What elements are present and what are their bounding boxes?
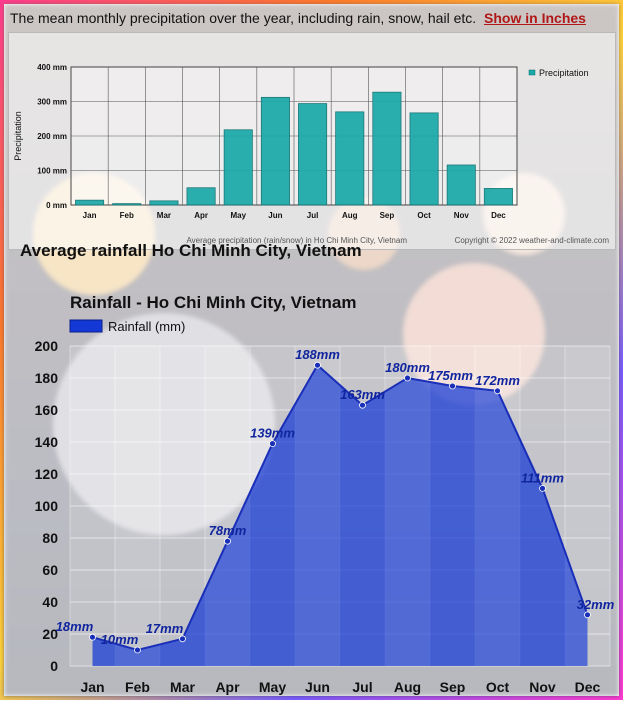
x-tick-label: Jan (83, 211, 97, 220)
legend-swatch (528, 69, 536, 76)
x-tick-label: Apr (215, 679, 240, 695)
x-tick-label: Mar (157, 211, 171, 220)
y-tick-label: 160 (35, 402, 59, 418)
bar (75, 199, 105, 206)
bar (186, 187, 216, 206)
intro-text: The mean monthly precipitation over the … (10, 10, 477, 26)
y-tick-label: 180 (35, 370, 59, 386)
data-point (539, 484, 546, 492)
bar (446, 164, 476, 206)
y-axis-label: Precipitation (13, 111, 23, 161)
data-label: 163mm (340, 387, 385, 402)
data-label: 111mm (521, 470, 564, 485)
bar (335, 111, 365, 206)
data-point (359, 401, 366, 409)
x-tick-label: Dec (491, 211, 506, 220)
y-tick-label: 40 (42, 594, 58, 610)
x-tick-label: Jul (307, 211, 319, 220)
x-tick-label: Sep (380, 211, 395, 220)
rainfall-line (92, 363, 589, 652)
x-tick-label: Aug (394, 679, 421, 695)
bar (112, 203, 142, 206)
y-tick-label: 300 mm (37, 98, 67, 107)
x-tick-label: Aug (342, 211, 358, 220)
bar (260, 96, 290, 206)
x-tick-label: Feb (125, 679, 150, 695)
precipitation-bar-chart: 400 mm 300 mm 200 mm 100 mm 0 mm Precipitatio… (8, 32, 616, 250)
y-tick-label: 120 (35, 466, 59, 482)
x-tick-label: Nov (529, 679, 556, 695)
y-tick-label: 200 (35, 338, 59, 354)
x-tick-label: May (259, 679, 286, 695)
data-point (494, 387, 501, 395)
bar (372, 91, 402, 206)
month-band (295, 346, 340, 666)
data-point (314, 361, 321, 369)
rainfall-area-chart: 0 20 40 60 80 100 120 140 160 180 200 18mm Jan 10mm Fe… (4, 260, 619, 696)
x-tick-label: Jun (305, 679, 330, 695)
rainfall-area (92, 365, 588, 666)
page-title: Average rainfall Ho Chi Minh City, Vietn… (20, 241, 362, 260)
data-label: 10mm (101, 632, 139, 647)
chart-caption: Average precipitation (rain/snow) in Ho … (186, 236, 407, 245)
x-tick-label: Nov (454, 211, 470, 220)
data-label: 139mm (250, 426, 295, 441)
data-point (179, 635, 186, 643)
show-in-inches-link[interactable]: Show in Inches (484, 10, 586, 26)
data-point (269, 440, 276, 448)
copyright-note: Copyright © 2022 weather-and-climate.com (455, 236, 610, 245)
x-tick-label: Jan (80, 679, 104, 695)
x-tick-label: Jun (268, 211, 282, 220)
x-tick-label: Apr (194, 211, 208, 220)
y-tick-label: 0 mm (46, 201, 67, 210)
data-label: 172mm (475, 373, 520, 388)
legend-swatch (69, 319, 103, 333)
precipitation-bar-chart-svg: 400 mm 300 mm 200 mm 100 mm 0 mm Precipitatio… (13, 63, 610, 245)
x-tick-label: Dec (575, 679, 601, 695)
bar (298, 103, 328, 206)
data-label: 18mm (56, 619, 94, 634)
y-tick-label: 100 (35, 498, 59, 514)
data-label: 180mm (385, 360, 430, 375)
bar (409, 112, 439, 206)
month-band (475, 346, 520, 666)
data-label: 17mm (146, 621, 184, 636)
x-tick-label: Oct (486, 679, 510, 695)
rainfall-area-chart-svg: 0 20 40 60 80 100 120 140 160 180 200 18mm Jan 10mm Fe… (35, 293, 615, 695)
bar (149, 200, 179, 206)
data-point (449, 382, 456, 390)
month-band (385, 346, 430, 666)
bar (223, 129, 253, 206)
month-band (205, 346, 250, 666)
data-label: 175mm (428, 368, 473, 383)
x-tick-label: Sep (440, 679, 466, 695)
data-label: 32mm (577, 597, 615, 612)
x-tick-label: Mar (170, 679, 195, 695)
y-tick-label: 20 (42, 626, 58, 642)
data-point (404, 374, 411, 382)
legend-label: Precipitation (539, 68, 589, 78)
data-label: 78mm (209, 523, 247, 538)
y-tick-label: 100 mm (37, 167, 67, 176)
y-tick-label: 0 (50, 658, 58, 674)
x-tick-label: May (230, 211, 246, 220)
y-tick-label: 140 (35, 434, 59, 450)
chart-title: Rainfall - Ho Chi Minh City, Vietnam (70, 293, 357, 312)
y-tick-label: 400 mm (37, 63, 67, 72)
data-point (89, 633, 96, 641)
y-tick-label: 200 mm (37, 132, 67, 141)
data-point (134, 646, 141, 654)
month-band (115, 346, 160, 666)
data-point (224, 537, 231, 545)
data-label: 188mm (295, 347, 340, 362)
x-tick-label: Oct (417, 211, 431, 220)
x-tick-label: Feb (120, 211, 134, 220)
intro-line: The mean monthly precipitation over the … (10, 10, 586, 26)
x-tick-label: Jul (352, 679, 372, 695)
y-tick-label: 60 (42, 562, 58, 578)
y-tick-label: 80 (42, 530, 58, 546)
data-point (584, 611, 591, 619)
bar (483, 188, 513, 206)
legend-label: Rainfall (mm) (108, 319, 185, 334)
